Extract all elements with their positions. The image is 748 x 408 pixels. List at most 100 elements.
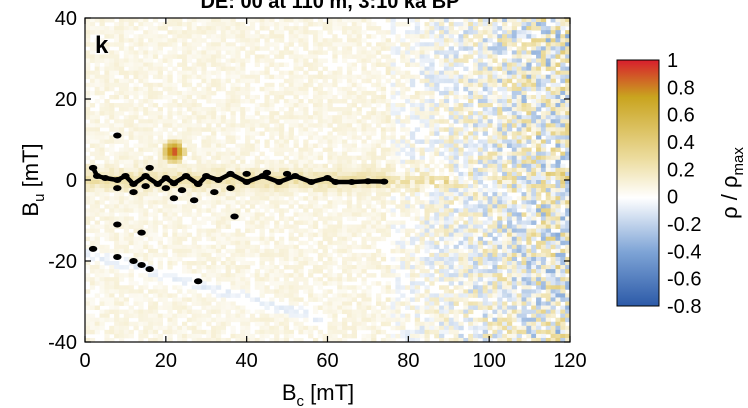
heatmap-cell xyxy=(521,261,527,266)
heatmap-cell xyxy=(434,228,440,234)
heatmap-cell xyxy=(274,131,280,136)
heatmap-cell xyxy=(308,184,314,189)
heatmap-cell xyxy=(293,180,299,185)
heatmap-cell xyxy=(351,38,357,43)
heatmap-cell xyxy=(254,236,260,242)
heatmap-cell xyxy=(182,22,188,27)
heatmap-cell xyxy=(429,155,435,161)
heatmap-cell xyxy=(545,62,551,67)
heatmap-cell xyxy=(473,70,479,76)
heatmap-cell xyxy=(550,66,556,72)
heatmap-cell xyxy=(468,151,474,157)
heatmap-cell xyxy=(206,74,212,80)
heatmap-cell xyxy=(123,115,130,120)
heatmap-cell xyxy=(211,46,217,51)
heatmap-cell xyxy=(531,196,537,201)
heatmap-cell xyxy=(94,74,100,80)
heatmap-cell xyxy=(327,159,333,165)
heatmap-cell xyxy=(371,66,377,72)
heatmap-cell xyxy=(94,151,100,157)
heatmap-cell xyxy=(492,66,498,72)
heatmap-cell xyxy=(429,107,435,112)
heatmap-cell xyxy=(123,265,130,270)
heatmap-cell xyxy=(225,127,231,132)
heatmap-cell xyxy=(405,228,411,234)
heatmap-cell xyxy=(89,171,96,177)
heatmap-cell xyxy=(550,30,556,35)
heatmap-cell xyxy=(516,248,522,254)
heatmap-cell xyxy=(322,184,328,189)
heatmap-cell xyxy=(211,38,217,43)
heatmap-cell xyxy=(215,66,222,72)
heatmap-cell xyxy=(157,261,163,266)
heatmap-cell xyxy=(458,94,464,100)
heatmap-cell xyxy=(506,216,513,221)
heatmap-cell xyxy=(89,50,96,55)
heatmap-cell xyxy=(424,261,430,266)
heatmap-cell xyxy=(555,86,561,92)
heatmap-cell xyxy=(473,220,479,225)
heatmap-cell xyxy=(550,86,556,92)
heatmap-cell xyxy=(468,204,474,209)
heatmap-cell xyxy=(453,248,459,254)
heatmap-cell xyxy=(385,163,391,169)
heatmap-cell xyxy=(182,119,188,124)
heatmap-cell xyxy=(342,46,348,51)
heatmap-cell xyxy=(380,171,387,177)
heatmap-cell xyxy=(303,184,309,189)
heatmap-cell xyxy=(298,82,304,88)
heatmap-cell xyxy=(453,58,459,63)
heatmap-cell xyxy=(419,94,425,100)
heatmap-cell xyxy=(279,200,285,205)
heatmap-cell xyxy=(148,58,154,63)
heatmap-cell xyxy=(327,86,333,92)
heatmap-cell xyxy=(230,99,236,104)
heatmap-cell xyxy=(531,184,537,189)
heatmap-cell xyxy=(293,236,299,242)
heatmap-cell xyxy=(371,127,377,132)
heatmap-cell xyxy=(235,94,241,100)
heatmap-cell xyxy=(220,111,227,116)
heatmap-cell xyxy=(211,147,217,153)
heatmap-cell xyxy=(186,94,193,100)
heatmap-cell xyxy=(400,265,406,270)
heatmap-cell xyxy=(506,184,513,189)
heatmap-cell xyxy=(361,70,367,76)
heatmap-cell xyxy=(94,143,100,148)
heatmap-cell xyxy=(186,200,193,205)
heatmap-cell xyxy=(536,115,542,120)
heatmap-cell xyxy=(516,74,522,80)
heatmap-cell xyxy=(400,82,406,88)
heatmap-cell xyxy=(332,151,338,157)
heatmap-cell xyxy=(148,99,154,104)
heatmap-cell xyxy=(434,34,440,39)
heatmap-cell xyxy=(429,228,435,234)
heatmap-cell xyxy=(225,155,231,161)
heatmap-cell xyxy=(434,175,440,181)
heatmap-cell xyxy=(312,94,319,100)
heatmap-cell xyxy=(458,248,464,254)
heatmap-cell xyxy=(405,143,411,148)
heatmap-cell xyxy=(550,127,556,132)
heatmap-cell xyxy=(157,256,163,262)
heatmap-cell xyxy=(502,22,508,27)
heatmap-cell xyxy=(303,139,309,144)
heatmap-cell xyxy=(293,248,299,254)
heatmap-cell xyxy=(385,220,391,225)
heatmap-cell xyxy=(182,74,188,80)
heatmap-cell xyxy=(264,240,270,246)
heatmap-cell xyxy=(448,236,454,242)
heatmap-cell xyxy=(405,159,411,165)
heatmap-cell xyxy=(99,38,105,43)
heatmap-cell xyxy=(458,163,464,169)
heatmap-cell xyxy=(434,42,440,47)
heatmap-cell xyxy=(482,143,488,148)
heatmap-cell xyxy=(308,82,314,88)
heatmap-cell xyxy=(409,131,416,136)
heatmap-cell xyxy=(477,256,484,262)
heatmap-cell xyxy=(143,119,149,124)
heatmap-cell xyxy=(118,188,125,193)
heatmap-cell xyxy=(114,240,120,246)
heatmap-cell xyxy=(245,252,251,258)
heatmap-cell xyxy=(89,188,96,193)
